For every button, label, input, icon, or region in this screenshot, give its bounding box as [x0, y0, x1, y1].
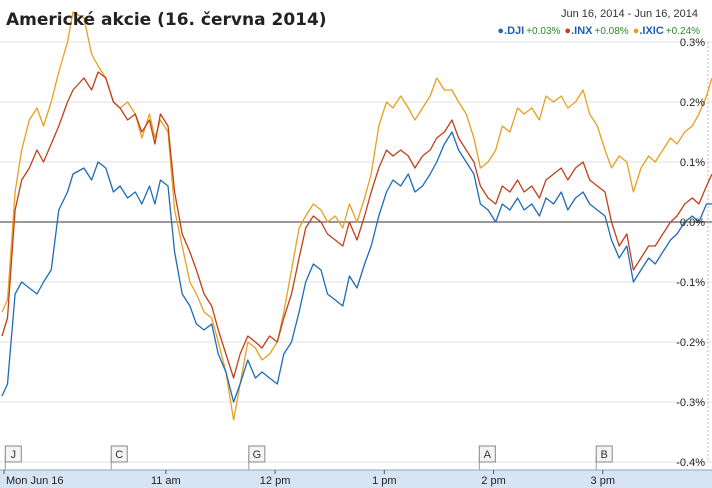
x-axis: Mon Jun 16 11 am 12 pm 1 pm 2 pm 3 pm: [0, 469, 712, 488]
flag-label: J: [11, 449, 17, 461]
x-axis-bar: [0, 470, 712, 488]
y-tick-label: -0.1%: [676, 277, 705, 289]
event-flag-a[interactable]: A: [478, 445, 496, 470]
flag-box: [595, 445, 613, 463]
event-flag-c[interactable]: C: [110, 445, 128, 470]
legend-series-change: +0.24%: [666, 26, 700, 37]
x-tick-label: Mon Jun 16: [6, 475, 63, 487]
event-flag-j[interactable]: J: [4, 445, 22, 470]
flag-label: G: [253, 449, 262, 461]
y-tick-label: -0.4%: [676, 457, 705, 469]
legend: ●.DJI +0.03% ●.INX +0.08% ●.IXIC +0.24%: [497, 25, 700, 37]
x-tick-label: 12 pm: [260, 475, 291, 487]
legend-series-name[interactable]: .IXIC: [639, 25, 664, 37]
legend-series-name[interactable]: .DJI: [504, 25, 524, 37]
flag-box: [478, 445, 496, 463]
x-tick-label: 2 pm: [481, 475, 505, 487]
flag-box: [110, 445, 128, 463]
x-tick-label: 1 pm: [372, 475, 396, 487]
flag-label: A: [484, 449, 492, 461]
legend-series-change: +0.03%: [526, 26, 560, 37]
y-tick-label: 0.3%: [680, 37, 705, 49]
y-axis: 0.3% 0.2% 0.1% 0.0% -0.1% -0.2% -0.3% -0.4%: [676, 37, 705, 469]
legend-dot: ●: [497, 25, 504, 37]
series-line-dji: [1, 131, 712, 403]
y-tick-label: 0.2%: [680, 97, 705, 109]
y-tick-label: 0.1%: [680, 157, 705, 169]
legend-series-change: +0.08%: [594, 26, 628, 37]
legend-series-name[interactable]: .INX: [571, 25, 593, 37]
flag-box: [248, 445, 266, 463]
series-line-inx: [1, 71, 712, 379]
grid: [0, 41, 712, 463]
event-flag-g[interactable]: G: [248, 445, 266, 470]
series-line-ixic: [1, 11, 712, 421]
x-tick-label: 3 pm: [591, 475, 615, 487]
x-tick-label: 11 am: [151, 475, 181, 487]
y-tick-label: -0.2%: [676, 337, 705, 349]
flag-label: C: [115, 449, 123, 461]
y-tick-label: -0.3%: [676, 397, 705, 409]
series-lines: [1, 11, 712, 421]
chart-title: Americké akcie (16. června 2014): [6, 10, 327, 30]
flag-box: [4, 445, 22, 463]
y-tick-label: 0.0%: [680, 217, 705, 229]
flag-label: B: [601, 449, 608, 461]
event-flag-b[interactable]: B: [595, 445, 613, 470]
legend-dot: ●: [633, 25, 640, 37]
date-range: Jun 16, 2014 - Jun 16, 2014: [561, 8, 698, 20]
legend-dot: ●: [564, 25, 571, 37]
